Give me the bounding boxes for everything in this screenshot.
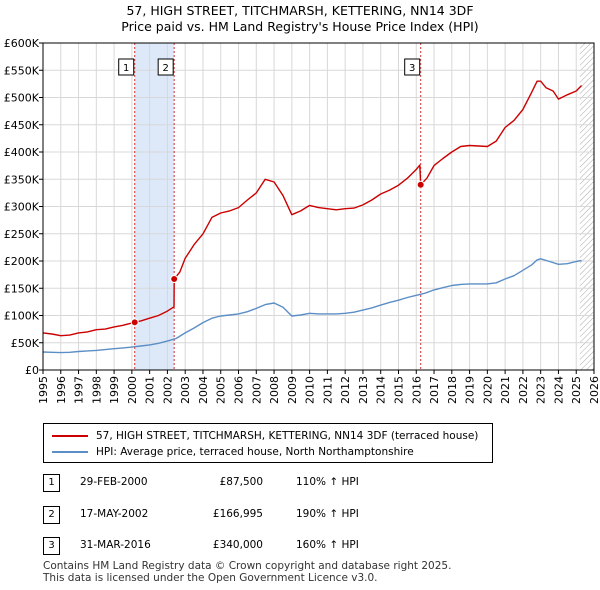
sale-label-3: 3 (409, 63, 415, 74)
sale-label-box-3 (404, 58, 421, 76)
sale-point-2 (170, 274, 179, 283)
x-tick-label: 2003 (179, 376, 192, 404)
legend-label-property: 57, HIGH STREET, TITCHMARSH, KETTERING, … (96, 430, 479, 442)
transaction-hpi: 110% ↑ HPI (296, 476, 359, 488)
x-tick-label: 2005 (215, 376, 228, 404)
x-tick-label: 2001 (144, 376, 157, 404)
footer-licence: This data is licensed under the Open Gov… (43, 572, 378, 584)
legend-swatch-property (52, 435, 88, 437)
x-tick-label: 2026 (588, 376, 600, 404)
price-chart: 1 2 3 £0 £50K £100K £150K £200K £250K £300K £350K… (4, 37, 600, 404)
x-tick-label: 2022 (517, 376, 530, 404)
y-tick-label: £400K (4, 146, 40, 159)
y-tick-label: £0 (25, 364, 39, 377)
legend-swatch-hpi (52, 451, 88, 453)
y-tick-label: £550K (4, 64, 40, 77)
transaction-date: 17-MAY-2002 (80, 508, 149, 520)
x-tick-label: 2021 (499, 376, 512, 404)
sale-point-1 (130, 318, 139, 327)
x-tick-label: 1995 (37, 376, 50, 404)
y-tick-label: £300K (4, 201, 40, 214)
legend-item-hpi: HPI: Average price, terraced house, Nort… (52, 445, 414, 459)
y-tick-label: £500K (4, 92, 40, 105)
x-tick-label: 2015 (392, 376, 405, 404)
x-tick-label: 1996 (55, 376, 68, 404)
x-tick-label: 2018 (446, 376, 459, 404)
transaction-row-1: 1 29-FEB-2000 £87,500 110% ↑ HPI (43, 474, 493, 494)
x-tick-label: 2024 (552, 376, 565, 404)
x-tick-label: 1997 (73, 376, 86, 404)
x-tick-label: 2017 (428, 376, 441, 404)
transaction-hpi: 190% ↑ HPI (296, 508, 359, 520)
sale-label-1: 1 (123, 63, 129, 74)
y-tick-label: £200K (4, 255, 40, 268)
x-tick-label: 1999 (108, 376, 121, 404)
transaction-row-3: 3 31-MAR-2016 £340,000 160% ↑ HPI (43, 537, 493, 557)
legend-label-hpi: HPI: Average price, terraced house, Nort… (96, 446, 414, 458)
transaction-hpi: 160% ↑ HPI (296, 539, 359, 551)
transaction-date: 29-FEB-2000 (80, 476, 148, 488)
x-tick-label: 2007 (250, 376, 263, 404)
footer-copyright: Contains HM Land Registry data © Crown c… (43, 560, 452, 572)
sale-point-3 (416, 180, 425, 189)
x-tick-label: 1998 (90, 376, 103, 404)
x-tick-label: 2020 (481, 376, 494, 404)
transaction-date: 31-MAR-2016 (80, 539, 151, 551)
transaction-price: £340,000 (212, 539, 263, 551)
x-tick-label: 2009 (286, 376, 299, 404)
x-tick-label: 2016 (410, 376, 423, 404)
chart-title-line1: 57, HIGH STREET, TITCHMARSH, KETTERING, … (126, 3, 474, 18)
y-tick-label: £50K (11, 337, 40, 350)
x-tick-label: 2025 (570, 376, 583, 404)
transaction-price: £166,995 (212, 508, 263, 520)
sale-label-2: 2 (162, 63, 168, 74)
footer-attribution: Contains HM Land Registry data © Crown c… (43, 560, 451, 584)
sale-label-box-2 (157, 58, 174, 76)
series-line-hpi (42, 258, 582, 354)
x-tick-label: 2013 (357, 376, 370, 404)
x-tick-label: 2012 (339, 376, 352, 404)
chart-legend: 57, HIGH STREET, TITCHMARSH, KETTERING, … (43, 423, 493, 463)
legend-item-property: 57, HIGH STREET, TITCHMARSH, KETTERING, … (52, 429, 478, 443)
x-tick-label: 2008 (268, 376, 281, 404)
x-tick-label: 2019 (464, 376, 477, 404)
x-tick-label: 2023 (535, 376, 548, 404)
x-tick-label: 2004 (197, 376, 210, 404)
x-tick-label: 2011 (321, 376, 334, 404)
transaction-price: £87,500 (219, 476, 263, 488)
transaction-number: 3 (43, 537, 60, 555)
sale-label-box-1 (118, 58, 135, 76)
x-tick-label: 2014 (375, 376, 388, 404)
transaction-row-2: 2 17-MAY-2002 £166,995 190% ↑ HPI (43, 506, 493, 526)
y-tick-label: £150K (4, 282, 40, 295)
y-tick-label: £250K (4, 228, 40, 241)
transaction-number: 2 (43, 506, 60, 524)
x-tick-label: 2002 (161, 376, 174, 404)
transaction-number: 1 (43, 474, 60, 492)
x-tick-label: 2006 (233, 376, 246, 404)
y-tick-label: £450K (4, 119, 40, 132)
x-tick-label: 2000 (126, 376, 139, 404)
chart-title-line2: Price paid vs. HM Land Registry's House … (121, 19, 479, 34)
y-tick-label: £350K (4, 173, 40, 186)
y-tick-label: £600K (4, 37, 40, 50)
series-line-property (42, 80, 583, 337)
y-tick-label: £100K (4, 310, 40, 323)
x-tick-label: 2010 (304, 376, 317, 404)
